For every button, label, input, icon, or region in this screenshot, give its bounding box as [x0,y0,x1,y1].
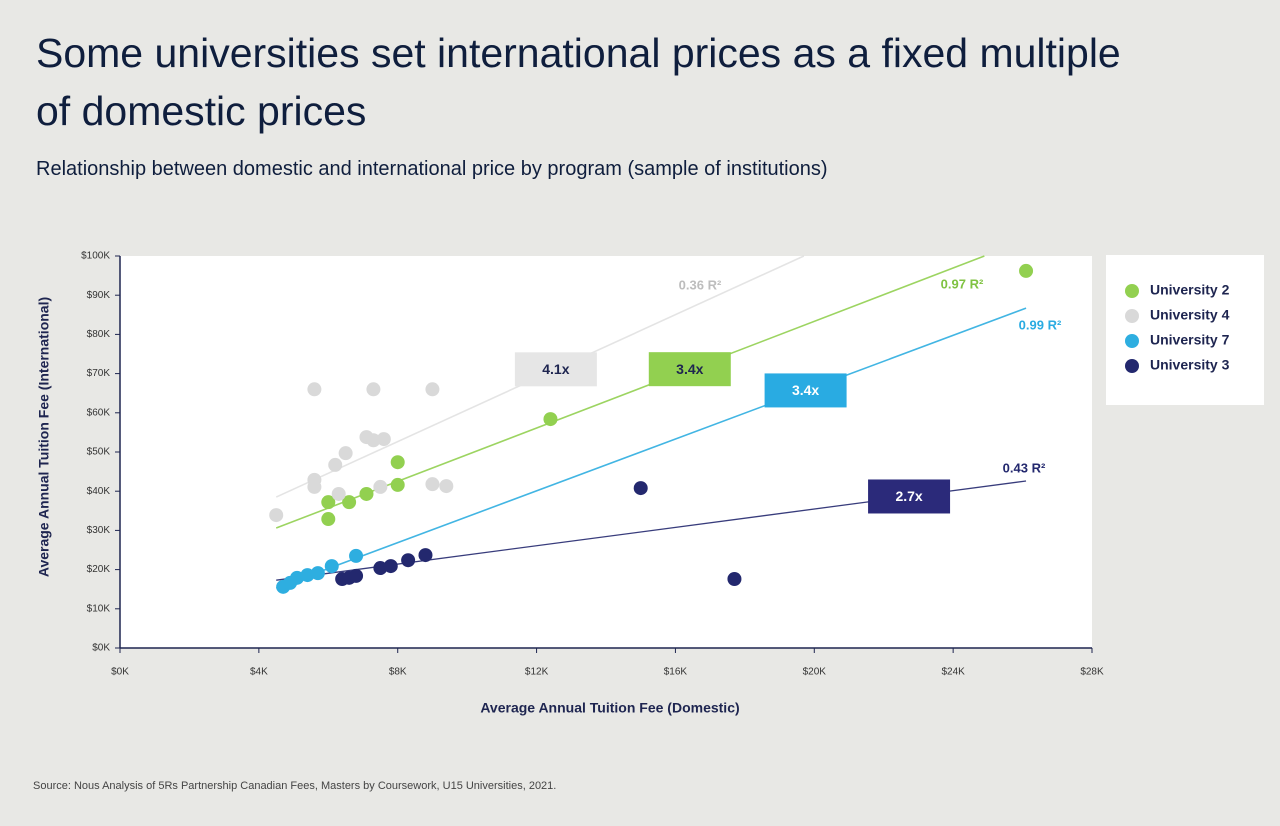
source: Source: Nous Analysis of 5Rs Partnership… [33,780,557,792]
multiple-label: 4.1x [542,361,569,377]
data-point [342,495,357,510]
legend-marker [1125,359,1139,373]
y-axis-title: Average Annual Tuition Fee (Internationa… [36,297,52,577]
data-point [543,412,558,427]
data-point [359,486,374,501]
data-point [366,433,381,448]
data-point [373,561,388,576]
data-point [439,479,454,494]
x-tick-label: $28K [1080,667,1104,678]
y-tick-label: $50K [87,447,111,458]
data-point [324,559,339,574]
data-point [418,548,433,563]
title: Some universities set international pric… [36,30,1121,134]
y-tick-label: $20K [87,564,111,575]
subtitle: Relationship between domestic and intern… [36,158,828,180]
data-point [373,479,388,494]
y-tick-label: $40K [87,486,111,497]
x-tick-label: $8K [389,667,407,678]
data-point [307,382,322,397]
plot-area [120,256,1092,648]
data-point [390,477,405,492]
data-point [366,382,381,397]
x-tick-label: $20K [803,667,827,678]
multiple-label: 3.4x [676,361,703,377]
data-point [331,486,346,501]
multiple-box [764,373,847,408]
multiple-box [868,479,951,514]
legend-marker [1125,334,1139,348]
data-point [328,457,343,472]
y-tick-label: $70K [87,368,111,379]
data-point [321,495,336,510]
x-tick-label: $12K [525,667,549,678]
y-tick-label: $100K [81,251,110,262]
legend-label: University 7 [1150,332,1230,348]
y-tick-label: $90K [87,290,111,301]
y-tick-label: $60K [87,407,111,418]
data-point [425,477,440,492]
multiple-label: 2.7x [895,488,922,504]
legend-label: University 2 [1150,282,1230,298]
data-point [425,382,440,397]
r2-label: 0.99 R² [1019,317,1062,332]
data-point [349,568,364,583]
legend-label: University 4 [1150,307,1230,323]
multiple-box [514,352,597,387]
y-tick-label: $30K [87,525,111,536]
x-tick-label: $4K [250,667,268,678]
data-point [307,479,322,494]
data-point [633,481,648,496]
r2-label: 0.36 R² [679,277,722,292]
multiple-box [648,352,731,387]
data-point [1019,263,1034,278]
data-point [269,508,284,523]
legend-marker [1125,284,1139,298]
r2-label: 0.97 R² [941,276,984,291]
legend-label: University 3 [1150,357,1230,373]
data-point [321,512,336,527]
data-point [300,568,315,583]
data-point [349,548,364,563]
data-point [310,566,325,581]
data-point [401,553,416,568]
x-tick-label: $16K [664,667,688,678]
trend-line [275,307,1027,589]
y-tick-label: $0K [92,643,110,654]
legend-marker [1125,309,1139,323]
data-point [338,446,353,461]
r2-label: 0.43 R² [1003,460,1046,475]
legend-box [1106,255,1264,405]
data-point [727,572,742,587]
multiple-label: 3.4x [792,382,819,398]
data-point [390,455,405,470]
x-tick-label: $24K [941,667,965,678]
x-axis-title: Average Annual Tuition Fee (Domestic) [480,700,739,716]
y-tick-label: $80K [87,329,111,340]
y-tick-label: $10K [87,603,111,614]
data-point [383,559,398,574]
x-tick-label: $0K [111,667,129,678]
data-point [376,432,391,447]
